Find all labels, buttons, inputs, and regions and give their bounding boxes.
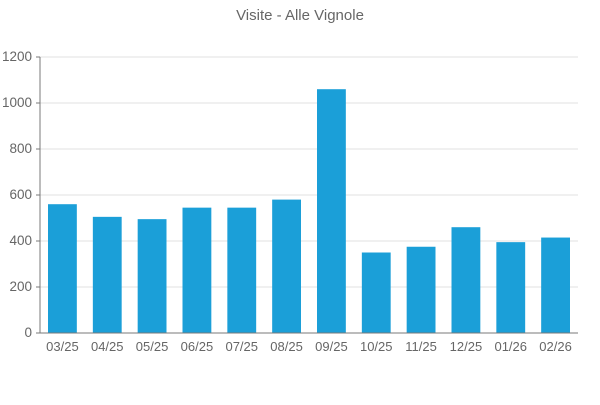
- svg-text:0: 0: [24, 325, 32, 340]
- svg-text:04/25: 04/25: [91, 339, 124, 354]
- svg-text:800: 800: [9, 141, 32, 156]
- svg-text:1000: 1000: [2, 95, 32, 110]
- svg-text:06/25: 06/25: [181, 339, 214, 354]
- svg-text:07/25: 07/25: [225, 339, 258, 354]
- svg-text:01/26: 01/26: [494, 339, 527, 354]
- svg-text:400: 400: [9, 233, 32, 248]
- svg-text:600: 600: [9, 187, 32, 202]
- svg-text:200: 200: [9, 279, 32, 294]
- svg-text:09/25: 09/25: [315, 339, 348, 354]
- svg-text:03/25: 03/25: [46, 339, 79, 354]
- svg-text:1200: 1200: [2, 49, 32, 64]
- svg-text:10/25: 10/25: [360, 339, 393, 354]
- svg-text:11/25: 11/25: [405, 339, 437, 354]
- svg-text:02/26: 02/26: [539, 339, 572, 354]
- svg-text:05/25: 05/25: [136, 339, 169, 354]
- svg-text:08/25: 08/25: [270, 339, 303, 354]
- svg-text:12/25: 12/25: [450, 339, 483, 354]
